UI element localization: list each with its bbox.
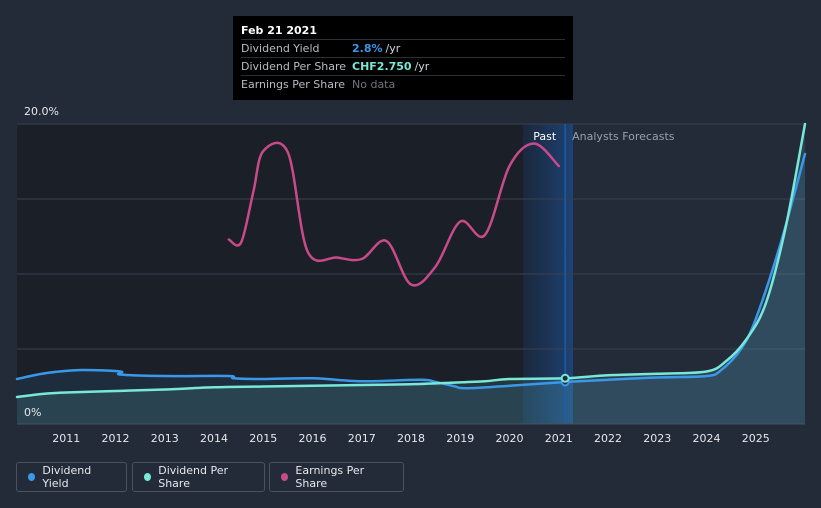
legend-item-dividend-yield[interactable]: Dividend Yield [16, 462, 127, 492]
area-fills [17, 124, 805, 424]
x-tick-label: 2019 [446, 432, 474, 445]
x-tick-label: 2012 [102, 432, 130, 445]
tooltip-label: Dividend Per Share [241, 60, 347, 73]
tooltip-label: Earnings Per Share [241, 78, 346, 91]
grid-lines [17, 123, 805, 350]
legend-label: Earnings Per Share [295, 464, 365, 490]
tooltip-unit: /yr [414, 60, 430, 73]
x-tick-label: 2017 [348, 432, 376, 445]
series-line-earnings-per-share [227, 141, 561, 287]
tooltip-value-yield: 2.8% [352, 42, 383, 55]
x-tick-label: 2024 [693, 432, 721, 445]
forecast-region-label: Analysts Forecasts [572, 130, 675, 143]
x-tick-label: 2020 [496, 432, 524, 445]
legend-label: Dividend Per Share [158, 464, 229, 490]
series-area-dividend-yield [17, 154, 805, 424]
legend-dot-icon [281, 473, 289, 481]
x-tick-label: 2013 [151, 432, 179, 445]
legend-dot-icon [144, 473, 152, 481]
tooltip-label: Dividend Yield [241, 42, 320, 55]
tooltip-value-eps: No data [352, 78, 396, 91]
y-tick-label-min: 0% [24, 406, 41, 419]
x-tick-label: 2014 [200, 432, 228, 445]
series-lines [15, 122, 807, 399]
series-line-dividend-yield [15, 152, 807, 390]
series-line-dividend-per-share [15, 122, 807, 399]
past-region-label: Past [533, 130, 557, 143]
legend-item-dividend-per-share[interactable]: Dividend Per Share [132, 462, 265, 492]
x-tick-label: 2018 [397, 432, 425, 445]
tooltip-row-dividend-per-share: Dividend Per Share CHF2.750 /yr [241, 57, 565, 75]
hover-tooltip: Feb 21 2021 Dividend Yield 2.8% /yr Divi… [233, 16, 573, 100]
x-tick-label: 2022 [594, 432, 622, 445]
y-tick-label-max: 20.0% [24, 105, 59, 118]
tooltip-value-dps: CHF2.750 [352, 60, 412, 73]
legend-label: Dividend Yield [42, 464, 92, 490]
series-area-dividend-per-share [17, 124, 805, 424]
tooltip-unit: /yr [385, 42, 401, 55]
x-tick-label: 2025 [742, 432, 770, 445]
x-tick-label: 2015 [249, 432, 277, 445]
x-tick-label: 2023 [643, 432, 671, 445]
tooltip-row-earnings-per-share: Earnings Per Share No data [241, 75, 565, 93]
x-tick-label: 2016 [299, 432, 327, 445]
tooltip-row-dividend-yield: Dividend Yield 2.8% /yr [241, 39, 565, 57]
hover-marker-dividend-per-share [560, 373, 570, 383]
x-tick-label: 2011 [52, 432, 80, 445]
tooltip-date: Feb 21 2021 [241, 24, 317, 37]
legend-dot-icon [28, 473, 36, 481]
x-tick-label: 2021 [545, 432, 573, 445]
legend-item-earnings-per-share[interactable]: Earnings Per Share [269, 462, 404, 492]
hover-markers [560, 373, 570, 387]
x-axis-ticks: 2011 2012 2013 2014 2015 2016 2017 2018 2019 2020… [52, 432, 770, 445]
